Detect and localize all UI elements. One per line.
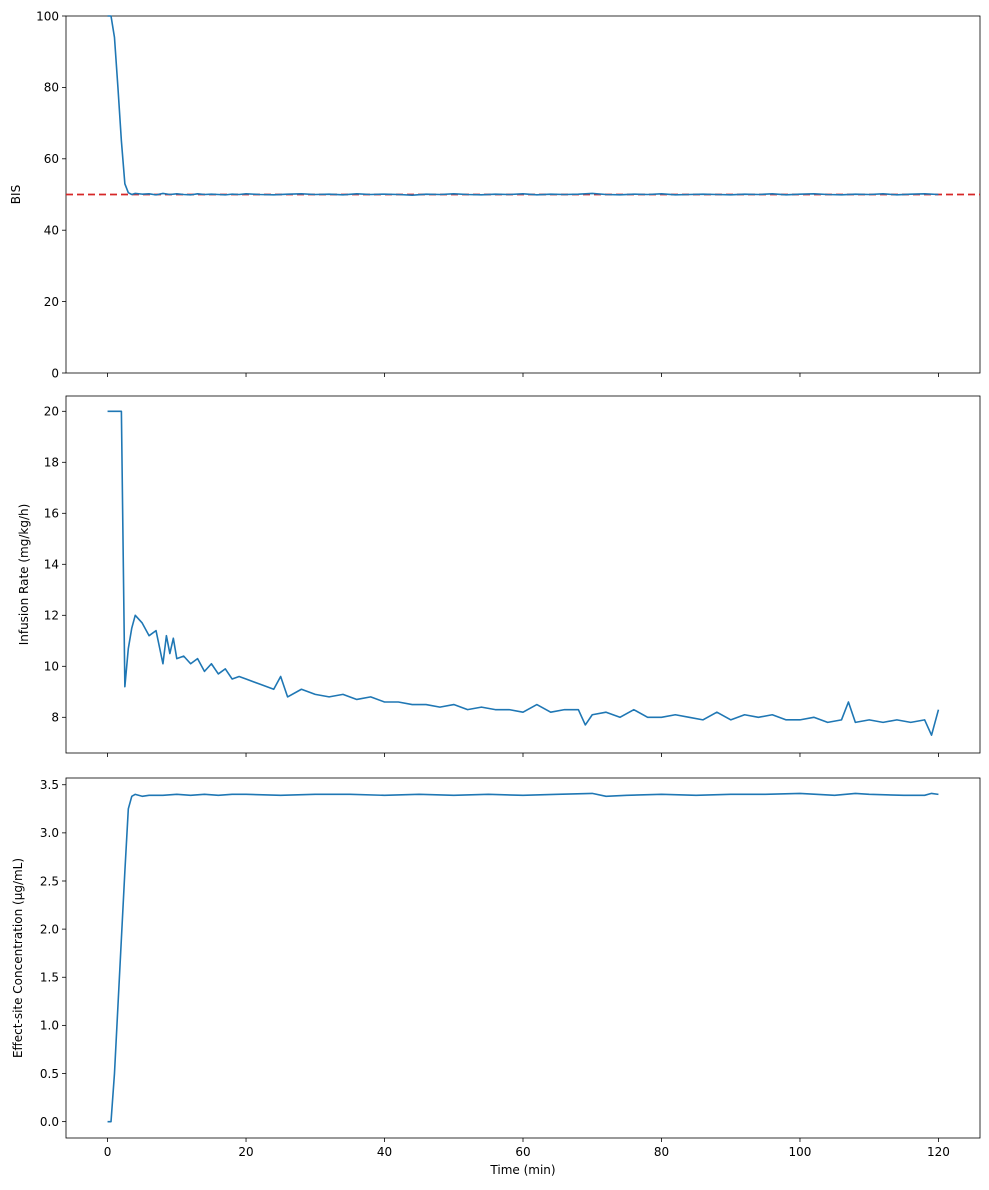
bis-series-line	[107, 15, 939, 197]
bis-y-tick-label: 40	[44, 224, 59, 238]
bis-y-tick-label: 60	[44, 152, 59, 166]
infusion-rate-y-tick-label: 16	[44, 507, 59, 521]
effect-site-concentration-y-tick-label: 2.0	[40, 922, 59, 936]
effect-site-concentration-series-lines	[107, 792, 939, 1123]
effect-site-concentration-y-tick-label: 1.0	[40, 1019, 59, 1033]
bis-y-tick-label: 20	[44, 295, 59, 309]
infusion-rate-axes-frame	[65, 395, 981, 754]
effect-site-concentration-y-ticks: 0.0 0.5 1.0 1.5 2.0 2.5 3.0 3.5	[40, 778, 66, 1129]
effect-site-concentration-x-tick-label: 120	[927, 1145, 950, 1159]
effect-site-concentration-y-tick-label: 1.5	[40, 971, 59, 985]
bis-y-tick-label: 100	[36, 9, 59, 23]
effect-site-concentration-panel: 0.0 0.5 1.0 1.5 2.0 2.5 3.0 3.5 0 20 40 60 80 100 120…	[11, 777, 981, 1177]
effect-site-concentration-y-tick-label: 0.0	[40, 1115, 59, 1129]
infusion-rate-y-tick-label: 14	[44, 558, 59, 572]
effect-site-concentration-y-tick-label: 0.5	[40, 1067, 59, 1081]
effect-site-concentration-x-ticks: 0 20 40 60 80 100 120	[104, 1138, 950, 1159]
effect-site-concentration-x-tick-label: 40	[377, 1145, 392, 1159]
infusion-rate-series-line	[107, 410, 940, 736]
effect-site-concentration-y-tick-label: 2.5	[40, 874, 59, 888]
bis-x-ticks	[107, 373, 939, 377]
effect-site-concentration-x-tick-label: 60	[515, 1145, 530, 1159]
infusion-rate-y-tick-label: 18	[44, 456, 59, 470]
bis-series-lines	[107, 15, 939, 197]
infusion-rate-y-ticks: 8 10 12 14 16 18 20	[44, 405, 66, 725]
bis-panel: 0 20 40 60 80 100 BIS	[9, 9, 981, 380]
infusion-rate-y-tick-label: 8	[51, 711, 59, 725]
effect-site-concentration-y-axis-label: Effect-site Concentration (μg/mL)	[11, 858, 25, 1058]
effect-site-concentration-x-tick-label: 20	[238, 1145, 253, 1159]
infusion-rate-panel: 8 10 12 14 16 18 20 Infusion Rate (mg/kg/h)	[17, 395, 981, 757]
bis-y-ticks: 0 20 40 60 80 100	[36, 9, 66, 380]
infusion-rate-y-axis-label: Infusion Rate (mg/kg/h)	[17, 504, 31, 646]
effect-site-concentration-axes-frame	[65, 777, 981, 1139]
bis-y-tick-label: 80	[44, 81, 59, 95]
effect-site-concentration-x-tick-label: 80	[654, 1145, 669, 1159]
effect-site-concentration-series-line	[107, 792, 939, 1123]
bis-y-axis-label: BIS	[9, 185, 23, 204]
effect-site-concentration-y-tick-label: 3.0	[40, 826, 59, 840]
infusion-rate-series-lines	[107, 410, 940, 736]
infusion-rate-x-ticks	[107, 753, 939, 757]
bis-y-tick-label: 0	[51, 366, 59, 380]
effect-site-concentration-x-tick-label: 100	[789, 1145, 812, 1159]
infusion-rate-y-tick-label: 12	[44, 609, 59, 623]
effect-site-concentration-x-tick-label: 0	[104, 1145, 112, 1159]
effect-site-concentration-x-axis-label: Time (min)	[489, 1163, 555, 1177]
infusion-rate-y-tick-label: 10	[44, 660, 59, 674]
effect-site-concentration-y-tick-label: 3.5	[40, 778, 59, 792]
infusion-rate-y-tick-label: 20	[44, 405, 59, 419]
